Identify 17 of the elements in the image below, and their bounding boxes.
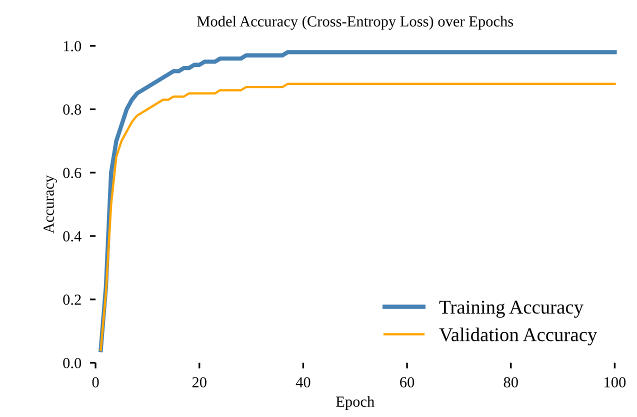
y-tick-label: 0.6 [63, 168, 82, 178]
y-tick-label: 0.8 [63, 104, 82, 115]
chart-title: Model Accuracy (Cross-Entropy Loss) over Epochs [197, 16, 514, 30]
x-tick-label: 0 [92, 377, 99, 388]
x-tick-label: 40 [296, 377, 310, 388]
y-tick-label: 0.4 [63, 231, 82, 242]
legend-label: Training Accuracy [439, 300, 584, 318]
legend-label: Validation Accuracy [439, 328, 598, 346]
y-axis-title: Accuracy [44, 175, 58, 234]
y-tick-label: 0.0 [63, 358, 82, 368]
x-tick-label: 80 [504, 377, 518, 388]
y-tick-label: 0.2 [63, 294, 81, 305]
x-tick-label: 60 [400, 377, 414, 388]
x-tick-label: 20 [192, 377, 206, 388]
y-tick-label: 1.0 [64, 41, 82, 52]
x-tick-label: 100 [604, 377, 626, 388]
x-axis-title: Epoch [336, 396, 374, 410]
